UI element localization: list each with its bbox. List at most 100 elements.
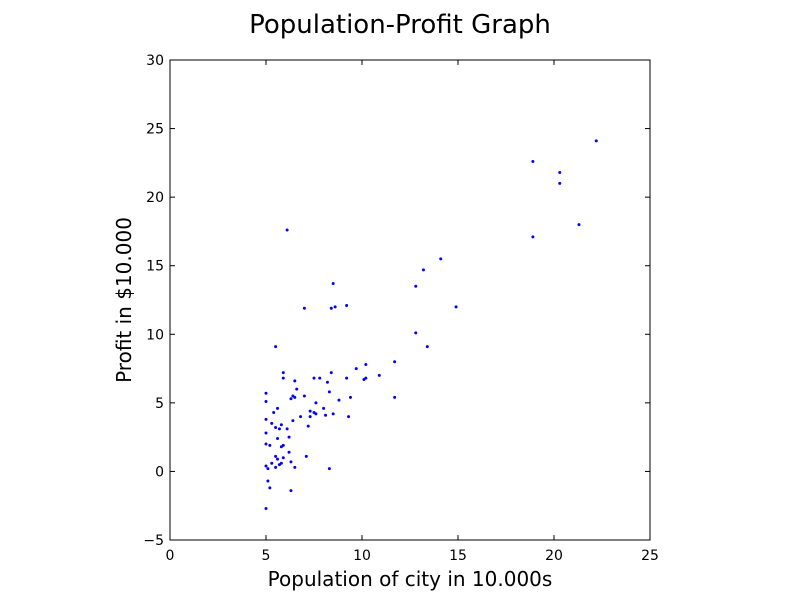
data-point [345,376,349,380]
data-point [295,387,299,391]
y-axis-label: Profit in $10.000 [112,217,136,383]
y-tick-label: 20 [146,190,164,206]
data-point [281,456,285,460]
data-point [558,170,562,174]
data-point [293,395,297,399]
data-point [264,464,268,468]
data-point [281,376,285,380]
data-point [274,426,278,430]
data-point [270,421,274,425]
x-axis-label: Population of city in 10.000s [268,567,553,591]
data-point [329,371,333,375]
x-tick-label: 0 [166,548,175,564]
data-point [345,303,349,307]
data-point [314,401,318,405]
x-tick-label: 5 [262,548,271,564]
data-point [393,395,397,399]
data-point [285,427,289,431]
data-point [287,435,291,439]
data-point [279,461,283,465]
data-point [281,371,285,375]
data-point [285,228,289,232]
data-point [333,305,337,309]
y-tick-label: 30 [146,53,164,69]
data-point [274,454,278,458]
data-point [287,450,291,454]
x-tick-label: 15 [449,548,467,564]
data-point [274,465,278,469]
data-point [266,467,270,471]
data-point [277,427,281,431]
data-point [354,367,358,371]
data-point [299,415,303,419]
data-point [314,412,318,416]
y-tick-label: 25 [146,122,164,138]
data-point [329,306,333,310]
data-point [302,394,306,398]
data-point [347,415,351,419]
data-point [425,345,429,349]
data-point [268,443,272,447]
data-point [325,380,329,384]
data-point [264,417,268,421]
data-point [331,282,335,286]
data-point [266,479,270,483]
data-points [264,139,598,510]
data-point [293,379,297,383]
data-point [414,284,418,288]
y-tick-label: 10 [146,327,164,343]
data-point [264,506,268,510]
data-point [293,465,297,469]
data-point [324,413,328,417]
data-point [291,419,295,423]
chart-title: Population-Profit Graph [249,10,551,40]
data-point [594,139,598,143]
data-point [439,257,443,261]
data-point [531,235,535,239]
data-point [268,486,272,490]
data-point [264,442,268,446]
data-point [264,391,268,395]
data-point [281,443,285,447]
data-point [289,397,293,401]
data-point [421,268,425,272]
data-point [276,457,280,461]
data-point [414,331,418,335]
data-point [377,373,381,377]
data-point [279,423,283,427]
data-point [306,424,310,428]
data-point [304,454,308,458]
data-point [331,412,335,416]
axis-ticks [169,59,651,541]
x-tick-label: 10 [353,548,371,564]
data-point [558,181,562,185]
x-tick-label: 20 [545,548,563,564]
data-point [276,406,280,410]
data-point [348,395,352,399]
data-point [302,306,306,310]
data-point [393,360,397,364]
data-point [312,376,316,380]
y-tick-label: 5 [155,396,164,412]
data-point [264,399,268,403]
data-point [364,362,368,366]
data-point [454,305,458,309]
x-tick-label: 25 [641,548,659,564]
data-point [577,223,581,227]
data-point [289,489,293,493]
data-point [364,376,368,380]
y-tick-label: 15 [146,259,164,275]
data-point [276,437,280,441]
data-point [327,390,331,394]
data-point [318,376,322,380]
data-point [322,406,326,410]
plot-area-frame [169,59,651,541]
data-point [272,410,276,414]
y-tick-label: 0 [155,464,164,480]
data-point [308,415,312,419]
data-point [337,398,341,402]
data-point [327,467,331,471]
data-point [531,159,535,163]
